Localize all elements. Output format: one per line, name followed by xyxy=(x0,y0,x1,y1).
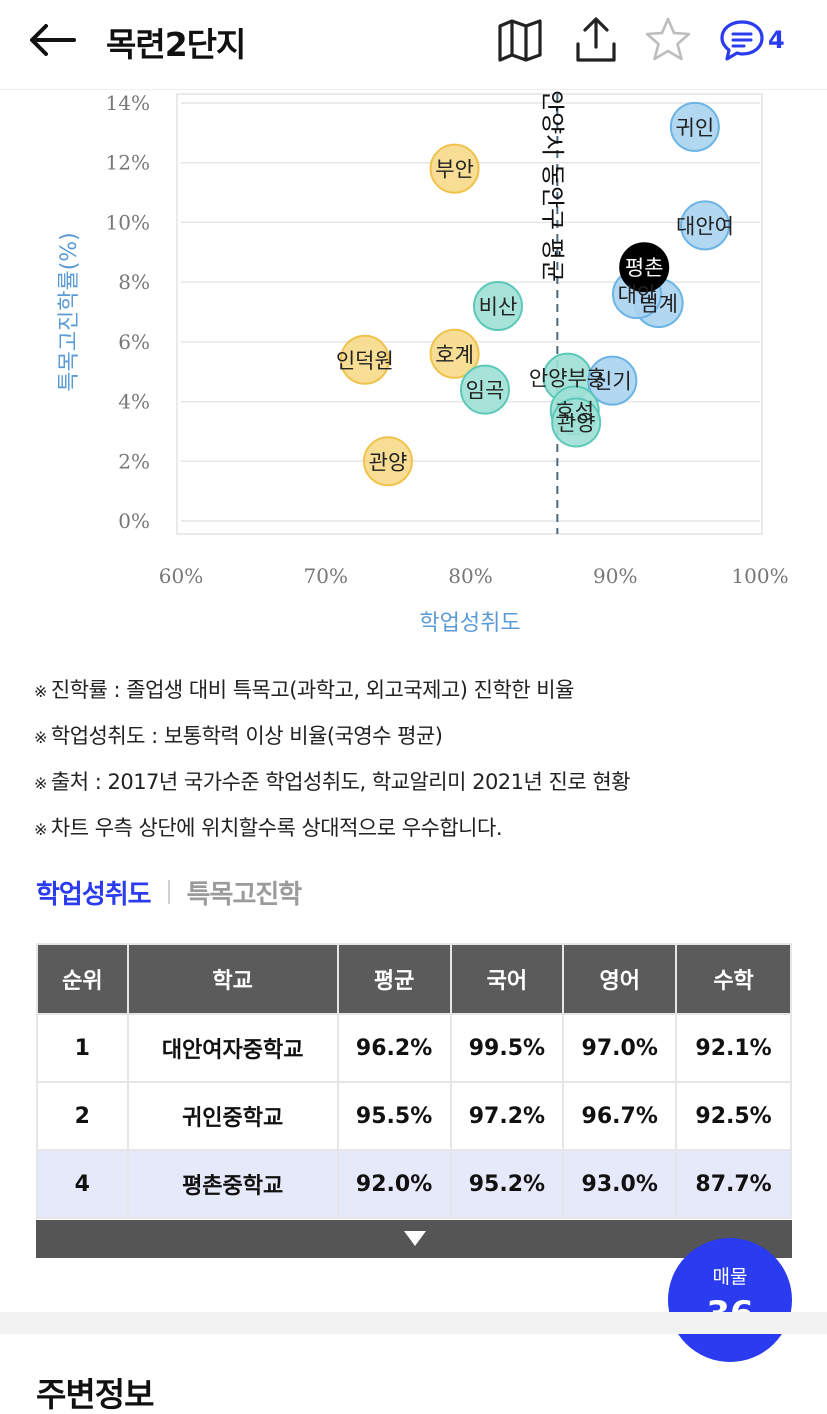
note-item: ※ 진학률 : 졸업생 대비 특목고(과학고, 외고국제고) 진학한 비율 xyxy=(34,678,574,702)
note-item: ※ 출처 : 2017년 국가수준 학업성취도, 학교알리미 2021년 진로 현… xyxy=(34,770,630,794)
data-point-label: 관양 xyxy=(557,411,596,435)
y-tick-label: 12% xyxy=(106,151,150,175)
listings-label: 매물 xyxy=(712,1266,748,1288)
data-point-label: 귀인 xyxy=(676,116,715,140)
data-point-label: 호계 xyxy=(435,343,474,367)
data-point xyxy=(619,242,670,293)
y-tick-label: 6% xyxy=(118,330,150,354)
data-point xyxy=(459,364,510,415)
scatter-chart: 0% 2% 4% 6% 8% 10% 12% 14% 60% 70% 80% 90% 100% 안양시 동… xyxy=(0,90,827,650)
table-cell: 96.7% xyxy=(562,1081,678,1151)
data-point xyxy=(362,436,413,487)
table-row-current-school[interactable]: 4 평촌중학교 92.0% 95.2% 93.0% 87.7% xyxy=(36,1149,792,1219)
share-icon[interactable] xyxy=(570,14,622,66)
average-reference-label: 안양시 동안구 평균 xyxy=(538,90,566,282)
data-point-label: 비산 xyxy=(479,295,518,319)
tab-special-school-admission[interactable]: 특목고진학 xyxy=(186,879,303,910)
data-point-label: 범계 xyxy=(639,292,678,316)
y-axis-title: 특목고진학률(%) xyxy=(57,232,82,392)
plot-frame xyxy=(176,93,763,535)
tab-divider xyxy=(167,880,170,904)
column-header: 평균 xyxy=(336,943,452,1015)
table-cell: 97.0% xyxy=(562,1013,678,1083)
data-point xyxy=(429,143,480,194)
table-header-row: 순위 학교 평균 국어 영어 수학 xyxy=(36,943,792,1015)
table-cell: 97.2% xyxy=(449,1081,565,1151)
column-header: 학교 xyxy=(126,943,339,1015)
x-tick-label: 90% xyxy=(593,564,637,588)
column-header: 국어 xyxy=(449,943,565,1015)
data-point xyxy=(339,334,390,385)
table-cell: 99.5% xyxy=(449,1013,565,1083)
x-tick-label: 100% xyxy=(731,564,788,588)
table-cell: 95.2% xyxy=(449,1149,565,1219)
data-point-label: 신기 xyxy=(593,370,632,394)
top-header: 목련2단지 4 xyxy=(0,0,827,90)
y-tick-label: 10% xyxy=(106,210,150,234)
table-cell: 평촌중학교 xyxy=(126,1149,339,1219)
table-cell: 93.0% xyxy=(562,1149,678,1219)
column-header: 영어 xyxy=(562,943,678,1015)
x-axis-title: 학업성취도 xyxy=(419,611,520,636)
star-icon[interactable] xyxy=(642,14,694,66)
table-cell: 귀인중학교 xyxy=(126,1081,339,1151)
tab-academic-achievement[interactable]: 학업성취도 xyxy=(36,879,152,910)
note-item: ※ 차트 우측 상단에 위치할수록 상대적으로 우수합니다. xyxy=(34,816,503,840)
data-point xyxy=(473,281,524,332)
map-icon[interactable] xyxy=(494,14,546,66)
column-header: 수학 xyxy=(675,943,792,1015)
table-cell: 4 xyxy=(36,1149,129,1219)
table-cell: 92.5% xyxy=(675,1081,792,1151)
data-point-label: 평촌 xyxy=(625,256,664,280)
column-header: 순위 xyxy=(36,943,129,1015)
section-divider xyxy=(0,1312,827,1334)
chart-svg: 0% 2% 4% 6% 8% 10% 12% 14% 60% 70% 80% 90% 100% 안양시 동… xyxy=(57,90,789,636)
back-arrow-icon[interactable] xyxy=(26,20,78,60)
data-point xyxy=(429,328,480,379)
data-point xyxy=(669,101,720,152)
table-row[interactable]: 2 귀인중학교 95.5% 97.2% 96.7% 92.5% xyxy=(36,1081,792,1151)
data-point xyxy=(587,355,638,406)
comment-count: 4 xyxy=(768,26,785,54)
data-point-label: 부안 xyxy=(435,158,474,182)
data-point-label: 대안 xyxy=(618,283,657,307)
table-cell: 87.7% xyxy=(675,1149,792,1219)
x-tick-label: 60% xyxy=(159,564,203,588)
data-point-label: 인덕원 xyxy=(336,349,394,373)
table-cell: 95.5% xyxy=(336,1081,452,1151)
table-cell: 2 xyxy=(36,1081,129,1151)
table-cell: 92.0% xyxy=(336,1149,452,1219)
expand-table-button[interactable] xyxy=(36,1220,792,1258)
data-point xyxy=(551,397,602,448)
comment-icon[interactable] xyxy=(716,14,768,66)
x-tick-label: 70% xyxy=(304,564,348,588)
data-point-label: 안양부흥 xyxy=(529,367,606,391)
school-ranking-table: 순위 학교 평균 국어 영어 수학 1 대안여자중학교 96.2% 99.5% … xyxy=(36,943,792,1219)
page-title: 목련2단지 xyxy=(106,25,246,64)
table-cell: 96.2% xyxy=(336,1013,452,1083)
data-point-label: 관양 xyxy=(369,450,408,474)
data-point-label: 호성 xyxy=(555,400,594,424)
chart-notes: ※ 진학률 : 졸업생 대비 특목고(과학고, 외고국제고) 진학한 비율 ※ 학업… xyxy=(34,668,814,852)
listings-count-button[interactable]: 매물 36 xyxy=(668,1238,792,1362)
data-point-label: 임곡 xyxy=(466,379,505,403)
data-point xyxy=(679,200,730,251)
ranking-tabs: 학업성취도 특목고진학 xyxy=(36,872,303,912)
table-cell: 1 xyxy=(36,1013,129,1083)
section-title: 주변정보 xyxy=(36,1375,154,1414)
y-tick-label: 8% xyxy=(118,270,150,294)
table-cell: 92.1% xyxy=(675,1013,792,1083)
y-tick-label: 14% xyxy=(106,91,150,115)
y-tick-label: 2% xyxy=(118,449,150,473)
y-tick-label: 0% xyxy=(118,509,150,533)
x-tick-label: 80% xyxy=(448,564,492,588)
table-cell: 대안여자중학교 xyxy=(126,1013,339,1083)
table-row[interactable]: 1 대안여자중학교 96.2% 99.5% 97.0% 92.1% xyxy=(36,1013,792,1083)
note-item: ※ 학업성취도 : 보통학력 이상 비율(국영수 평균) xyxy=(34,724,443,748)
data-point-label: 대안여 xyxy=(676,214,734,238)
y-tick-label: 4% xyxy=(118,390,150,414)
chevron-down-icon xyxy=(404,1231,426,1246)
